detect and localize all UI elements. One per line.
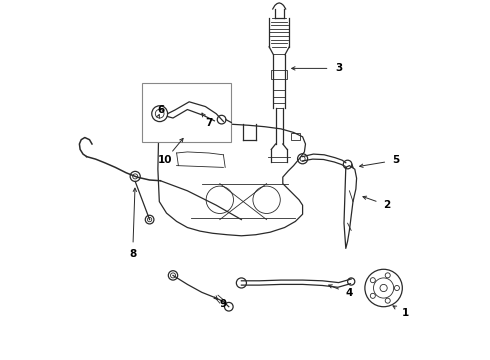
Text: 8: 8 xyxy=(129,249,136,259)
Text: 7: 7 xyxy=(205,118,213,128)
Text: 2: 2 xyxy=(384,200,391,210)
Text: 9: 9 xyxy=(220,299,227,309)
Text: 5: 5 xyxy=(392,155,400,165)
Text: 4: 4 xyxy=(346,288,353,298)
Text: 10: 10 xyxy=(158,155,172,165)
Bar xyxy=(165,133,174,140)
Text: 3: 3 xyxy=(335,63,342,73)
Text: 6: 6 xyxy=(158,105,165,115)
Bar xyxy=(143,83,231,142)
Text: 1: 1 xyxy=(402,308,409,318)
Bar xyxy=(291,133,300,140)
Bar xyxy=(271,70,287,79)
